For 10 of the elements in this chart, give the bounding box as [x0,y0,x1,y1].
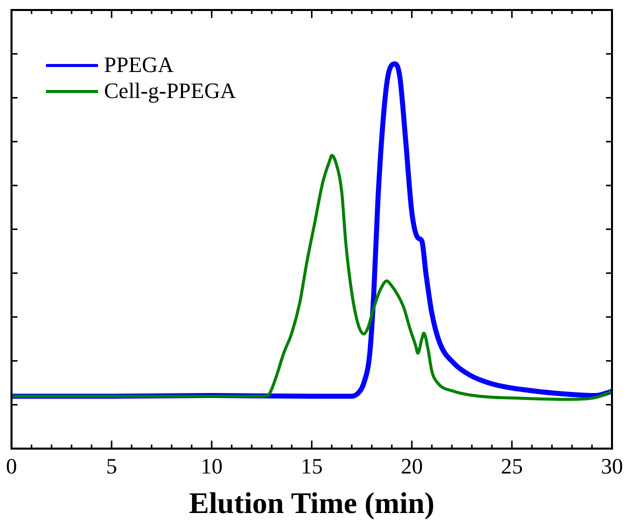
legend-label: Cell-g-PPEGA [104,78,236,104]
x-axis-title: Elution Time (min) [188,486,435,520]
legend-label: PPEGA [104,52,174,78]
x-tick-label: 15 [300,454,323,479]
x-tick-label: 5 [106,454,118,479]
x-tick-label: 25 [500,454,523,479]
x-tick-label: 20 [400,454,423,479]
x-tick-label: 30 [601,454,623,479]
x-tick-label: 0 [6,454,17,479]
x-tick-label: 10 [200,454,223,479]
